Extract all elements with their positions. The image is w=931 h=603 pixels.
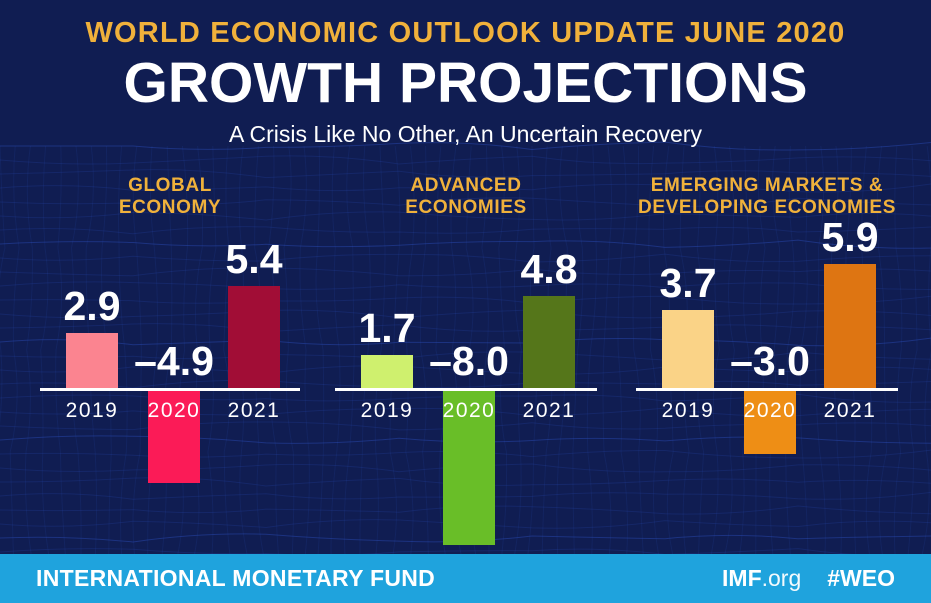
value-label: 2.9: [63, 283, 121, 329]
group-title: ADVANCED ECONOMIES: [335, 175, 597, 219]
zero-axis-line: [636, 388, 898, 391]
value-label: –8.0: [429, 338, 509, 384]
group-title-line1: EMERGING MARKETS &: [650, 175, 884, 196]
year-label: 2020: [147, 399, 201, 422]
year-label: 2019: [65, 399, 119, 422]
value-label: –3.0: [730, 338, 810, 384]
group-title: GLOBAL ECONOMY: [40, 175, 300, 219]
year-label: 2021: [227, 399, 281, 422]
report-kicker: WORLD ECONOMIC OUTLOOK UPDATE JUNE 2020: [85, 17, 846, 49]
bar-global-economy-2021: [228, 286, 280, 388]
chart-group-advanced-economies: ADVANCED ECONOMIES 1.7 2019 –8.0 2020 4.8 2021: [335, 170, 597, 603]
imf-org-bold: IMF: [722, 565, 762, 591]
bar-emerging-markets-2021: [824, 264, 876, 388]
footer-links: IMF.org #WEO: [722, 565, 895, 592]
imf-name: INTERNATIONAL MONETARY FUND: [36, 565, 436, 591]
bar-global-economy-2019: [66, 333, 118, 388]
bar-emerging-markets-2020: [744, 388, 796, 454]
group-title-line2: ECONOMIES: [405, 197, 527, 218]
group-title-line2: DEVELOPING ECONOMIES: [638, 197, 896, 218]
group-title-line2: ECONOMY: [118, 197, 222, 218]
year-label: 2020: [442, 399, 496, 422]
footer-bar: INTERNATIONAL MONETARY FUND IMF.org #WEO: [0, 554, 931, 603]
value-label: 5.4: [225, 236, 283, 282]
bar-emerging-markets-2019: [662, 310, 714, 388]
bar-advanced-economies-2019: [361, 355, 413, 388]
imf-org-light: .org: [761, 565, 802, 591]
value-label: 3.7: [659, 260, 717, 306]
value-label: 4.8: [520, 246, 578, 292]
year-label: 2021: [522, 399, 576, 422]
weo-hashtag[interactable]: #WEO: [827, 565, 895, 591]
chart-group-emerging-markets: EMERGING MARKETS & DEVELOPING ECONOMIES 3.…: [636, 170, 898, 603]
bar-advanced-economies-2021: [523, 296, 575, 388]
zero-axis-line: [335, 388, 597, 391]
group-title-line1: ADVANCED: [410, 175, 522, 196]
year-label: 2021: [823, 399, 877, 422]
imf-org-link[interactable]: IMF.org: [722, 565, 801, 592]
value-label: 1.7: [358, 305, 416, 351]
group-title-line1: GLOBAL: [128, 175, 212, 196]
header: WORLD ECONOMIC OUTLOOK UPDATE JUNE 2020 …: [0, 0, 931, 148]
year-label: 2019: [360, 399, 414, 422]
zero-axis-line: [40, 388, 300, 391]
year-label: 2019: [661, 399, 715, 422]
group-title: EMERGING MARKETS & DEVELOPING ECONOMIES: [636, 175, 898, 219]
page-title: GROWTH PROJECTIONS: [123, 51, 808, 115]
year-label: 2020: [743, 399, 797, 422]
subtitle: A Crisis Like No Other, An Uncertain Rec…: [229, 121, 702, 147]
value-label: –4.9: [134, 338, 214, 384]
bar-chart: GLOBAL ECONOMY 2.9 2019 –4.9 2020 5.4 2021 ADVAN…: [0, 170, 931, 603]
bar-advanced-economies-2020: [443, 388, 495, 545]
chart-group-global-economy: GLOBAL ECONOMY 2.9 2019 –4.9 2020 5.4 2021: [40, 170, 300, 603]
value-label: 5.9: [821, 214, 879, 260]
bar-global-economy-2020: [148, 388, 200, 483]
